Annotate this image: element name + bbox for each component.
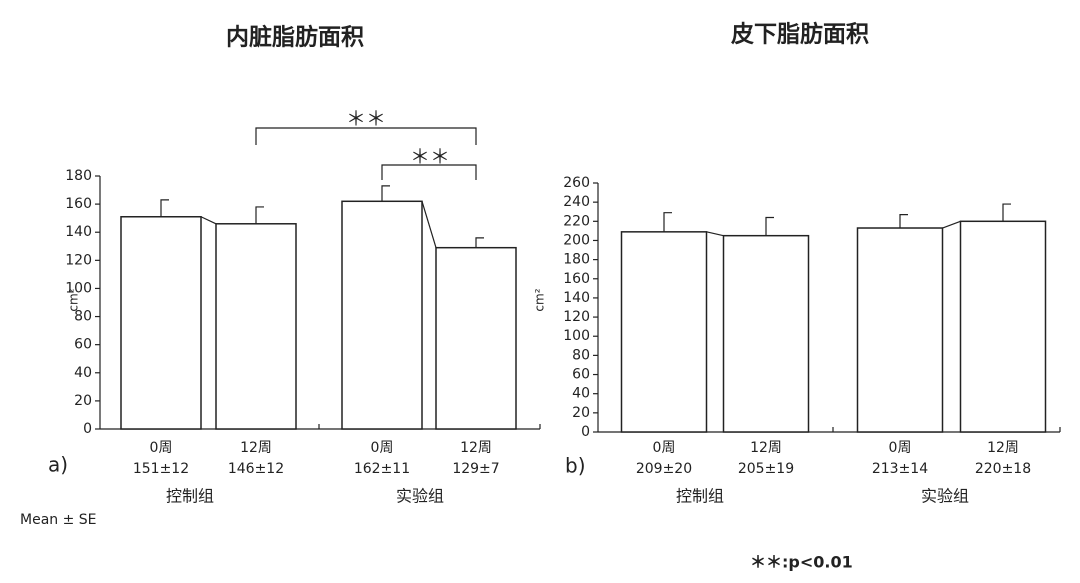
connector bbox=[421, 201, 437, 248]
y-tick-label: 180 bbox=[563, 252, 590, 268]
y-tick-label: 160 bbox=[65, 196, 92, 212]
annotation: ＊＊ bbox=[346, 107, 386, 131]
value-label: 220±18 bbox=[975, 461, 1031, 477]
connector bbox=[706, 231, 724, 237]
group-label: 实验组 bbox=[921, 487, 969, 506]
significance bbox=[255, 127, 477, 180]
y-tick-label: 80 bbox=[74, 309, 92, 325]
y-tick-label: 120 bbox=[65, 252, 92, 268]
error-bar bbox=[1002, 203, 1011, 222]
chart-title: 皮下脂肪面积 bbox=[731, 21, 869, 48]
x-tick-label: 12周 bbox=[240, 440, 272, 456]
group-label: 控制组 bbox=[166, 487, 214, 506]
y-tick-label: 0 bbox=[83, 421, 92, 437]
connector bbox=[942, 220, 961, 229]
bracket bbox=[381, 164, 477, 180]
bar bbox=[856, 227, 944, 433]
y-tick-label: 100 bbox=[65, 280, 92, 296]
bracket bbox=[255, 127, 477, 145]
value-label: 209±20 bbox=[636, 461, 692, 477]
bar bbox=[722, 234, 810, 433]
error-bar bbox=[663, 212, 672, 232]
x-tick-label: 12周 bbox=[750, 440, 782, 456]
panel-label: a) bbox=[48, 453, 68, 477]
y-tick-label: 40 bbox=[74, 365, 92, 381]
y-tick-label: 160 bbox=[563, 271, 590, 287]
x-tick-label: 0周 bbox=[889, 440, 912, 456]
chart-title: 内脏脂肪面积 bbox=[226, 24, 364, 51]
y-tick-label: 100 bbox=[563, 328, 590, 344]
error-bar bbox=[381, 185, 390, 202]
bar bbox=[435, 246, 517, 430]
group-label: 实验组 bbox=[396, 487, 444, 506]
x-tick-label: 12周 bbox=[987, 440, 1019, 456]
error-bar bbox=[899, 214, 908, 229]
y-tick-label: 180 bbox=[65, 168, 92, 184]
y-tick-label: 40 bbox=[572, 386, 590, 402]
x-tick-label: 0周 bbox=[150, 440, 173, 456]
bar bbox=[120, 216, 202, 430]
y-tick-label: 200 bbox=[563, 232, 590, 248]
panel-label: b) bbox=[565, 454, 586, 478]
error-bar bbox=[765, 216, 774, 236]
y-tick-label: 60 bbox=[572, 367, 590, 383]
y-tick-label: 20 bbox=[572, 405, 590, 421]
y-axis-label: cm² bbox=[67, 288, 81, 311]
annotation: ＊＊ bbox=[410, 145, 450, 169]
group-label: 控制组 bbox=[676, 487, 724, 506]
value-label: 146±12 bbox=[228, 461, 284, 477]
bar bbox=[341, 200, 423, 430]
error-bar bbox=[160, 199, 169, 217]
bar bbox=[620, 231, 708, 433]
bar bbox=[959, 220, 1047, 433]
value-label: 205±19 bbox=[738, 461, 794, 477]
y-tick-label: 120 bbox=[563, 309, 590, 325]
y-tick-label: 60 bbox=[74, 337, 92, 353]
x-tick-label: 12周 bbox=[460, 440, 492, 456]
y-tick-label: 80 bbox=[572, 347, 590, 363]
x-tick-label: 0周 bbox=[371, 440, 394, 456]
y-tick-label: 0 bbox=[581, 424, 590, 440]
connector bbox=[200, 216, 217, 225]
x-tick-label: 0周 bbox=[653, 440, 676, 456]
note: Mean ± SE bbox=[20, 512, 97, 528]
error-bar bbox=[475, 237, 484, 248]
y-axis-label: cm² bbox=[533, 288, 547, 311]
y-tick-label: 260 bbox=[563, 175, 590, 191]
y-tick-label: 140 bbox=[65, 224, 92, 240]
y-tick-label: 140 bbox=[563, 290, 590, 306]
note: ＊＊:p<0.01 bbox=[750, 553, 853, 572]
y-tick-label: 240 bbox=[563, 194, 590, 210]
y-tick-label: 220 bbox=[563, 213, 590, 229]
error-bar bbox=[255, 206, 264, 224]
y-tick-label: 20 bbox=[74, 393, 92, 409]
bar bbox=[215, 223, 297, 430]
value-label: 151±12 bbox=[133, 461, 189, 477]
value-label: 162±11 bbox=[354, 461, 410, 477]
value-label: 129±7 bbox=[452, 461, 499, 477]
value-label: 213±14 bbox=[872, 461, 928, 477]
